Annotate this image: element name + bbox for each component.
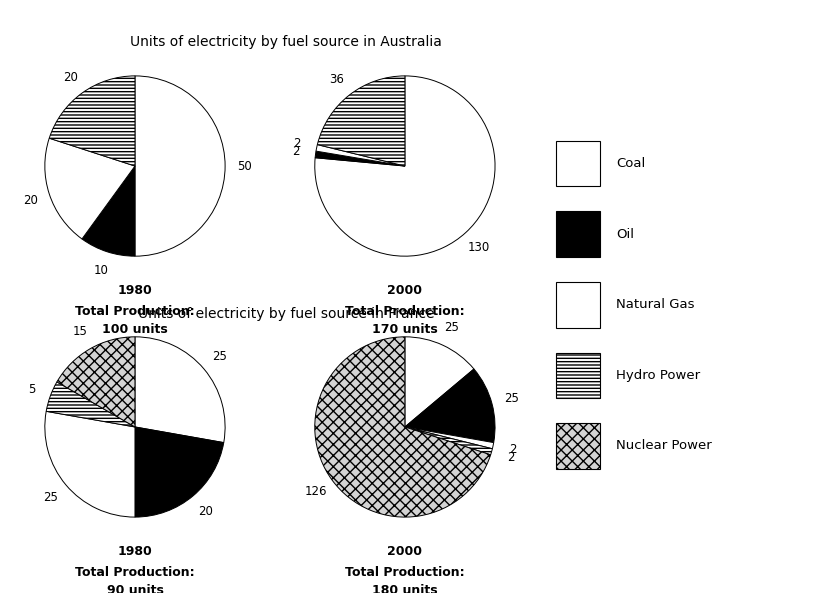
Text: 130: 130 [468, 241, 490, 254]
Bar [556, 423, 600, 469]
Bar [556, 352, 600, 398]
Text: 2: 2 [509, 444, 516, 457]
Wedge shape [315, 76, 495, 256]
Text: 2000: 2000 [388, 284, 422, 297]
Text: Units of electricity by fuel source in Australia: Units of electricity by fuel source in A… [130, 34, 443, 49]
Text: 50: 50 [237, 160, 252, 173]
Text: 25: 25 [43, 491, 58, 504]
Wedge shape [316, 145, 405, 166]
Text: Total Production:: Total Production: [345, 305, 465, 318]
Text: Nuclear Power: Nuclear Power [616, 439, 712, 452]
Wedge shape [45, 412, 135, 517]
Bar [556, 212, 600, 257]
Text: 20: 20 [63, 71, 78, 84]
Text: Total Production:: Total Production: [75, 566, 195, 579]
Text: 2: 2 [507, 451, 515, 464]
Wedge shape [405, 337, 474, 427]
Text: 170 units: 170 units [372, 323, 438, 336]
Text: 10: 10 [93, 264, 109, 277]
Wedge shape [317, 76, 405, 166]
Wedge shape [82, 166, 135, 256]
Text: 20: 20 [198, 505, 213, 518]
Text: 2: 2 [292, 145, 299, 158]
Wedge shape [405, 427, 492, 455]
Bar [556, 141, 600, 187]
Text: 2000: 2000 [388, 545, 422, 558]
Text: 1980: 1980 [118, 284, 152, 297]
Text: Natural Gas: Natural Gas [616, 298, 694, 311]
Wedge shape [46, 382, 135, 427]
Text: 15: 15 [73, 325, 88, 338]
Text: Hydro Power: Hydro Power [616, 369, 700, 382]
Wedge shape [315, 151, 405, 166]
Wedge shape [135, 76, 225, 256]
Wedge shape [405, 427, 494, 449]
Wedge shape [405, 369, 495, 442]
Wedge shape [49, 76, 135, 166]
Wedge shape [135, 337, 225, 442]
Text: 25: 25 [444, 321, 459, 334]
Text: 2: 2 [294, 138, 301, 151]
Text: 1980: 1980 [118, 545, 152, 558]
Text: 180 units: 180 units [372, 584, 438, 593]
Bar [556, 282, 600, 327]
Text: 25: 25 [212, 350, 227, 363]
Text: Total Production:: Total Production: [345, 566, 465, 579]
Wedge shape [135, 427, 224, 517]
Text: 36: 36 [330, 73, 344, 86]
Text: Coal: Coal [616, 157, 645, 170]
Text: Oil: Oil [616, 228, 634, 241]
Text: 25: 25 [504, 392, 519, 405]
Wedge shape [315, 337, 491, 517]
Text: 90 units: 90 units [106, 584, 164, 593]
Wedge shape [45, 138, 135, 239]
Wedge shape [57, 337, 135, 427]
Text: Units of electricity by fuel source in France: Units of electricity by fuel source in F… [138, 307, 434, 321]
Text: Total Production:: Total Production: [75, 305, 195, 318]
Text: 5: 5 [28, 383, 35, 396]
Text: 20: 20 [23, 193, 38, 206]
Text: 100 units: 100 units [102, 323, 168, 336]
Text: 126: 126 [304, 485, 327, 498]
